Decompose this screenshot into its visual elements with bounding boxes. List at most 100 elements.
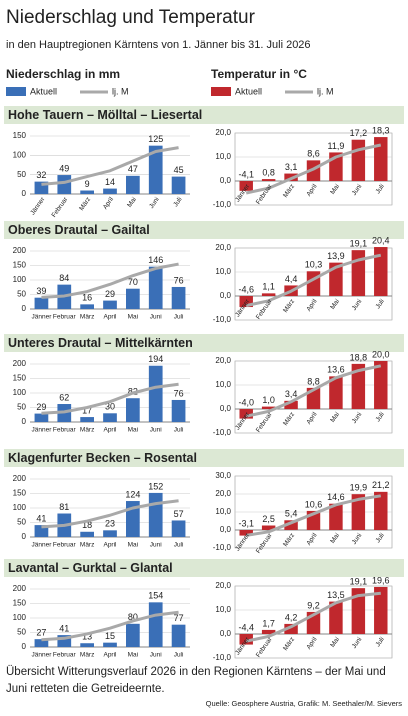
x-tick-label: Februar [53,427,77,434]
bar [171,399,186,422]
value-label: 13 [82,632,92,642]
value-label: -4,6 [238,284,254,294]
value-label: 18,8 [350,352,368,362]
y-tick-label: 50 [17,403,26,412]
y-tick-label: 200 [13,584,27,593]
bar [126,623,140,647]
bar [171,624,186,647]
region-title: Hohe Tauern – Mölltal – Liesertal [8,108,202,122]
x-tick-label: Juni [351,183,364,197]
mean-line [41,262,179,299]
y-tick-label: 200 [13,246,27,255]
y-tick-label: 100 [13,503,27,512]
value-label: 17 [82,405,92,415]
y-tick-label: 0 [22,532,27,541]
temp-heading: Temperatur in °C [211,67,307,81]
x-tick-label: April [305,532,319,547]
x-tick-label: März [80,542,94,549]
x-tick-label: März [78,196,92,212]
value-label: 57 [174,509,184,519]
value-label: 1,7 [262,618,275,628]
value-label: -4,0 [238,397,254,407]
bar [284,623,298,634]
value-label: 154 [148,591,163,601]
value-label: 125 [148,134,163,144]
mean-line [41,499,179,529]
value-label: 17,2 [350,128,368,138]
subtitle: in den Hauptregionen Kärntens von 1. Jän… [6,39,311,51]
x-tick-label: Mai [126,196,138,209]
value-label: 3,1 [285,162,298,172]
value-label: 4,2 [285,612,298,622]
bar [171,520,186,537]
x-tick-label: März [80,314,94,321]
value-label: 194 [148,354,163,364]
value-label: 84 [59,273,69,283]
mean-line [41,610,179,642]
x-tick-label: Jänner [31,542,52,549]
value-label: 16 [82,293,92,303]
y-tick-label: 0,0 [220,176,232,185]
bar [34,413,49,422]
bar [261,525,276,530]
bar [351,494,366,530]
bar [148,365,163,422]
y-tick-label: 50 [17,628,26,637]
x-tick-label: Februar [53,314,77,321]
x-tick-label: April [305,183,319,198]
bar [329,503,343,530]
bar [374,361,388,409]
bar [148,492,163,537]
x-tick-label: Juni [150,427,162,434]
y-tick-label: 150 [13,374,27,383]
x-tick-label: Juli [174,542,184,549]
bar [329,262,343,296]
x-tick-label: Februar [255,182,274,205]
y-tick-label: 150 [13,131,27,140]
x-tick-label: Mai [329,298,341,311]
bar [148,602,163,647]
value-label: 1,1 [262,282,275,292]
x-tick-label: März [282,636,296,652]
bar [80,531,94,537]
x-tick-label: Jänner [31,427,52,434]
y-tick-label: 0,0 [220,525,232,534]
region-title: Lavantal – Gurktal – Glantal [8,561,173,575]
value-label: 18,3 [372,125,390,135]
x-tick-label: Juli [374,298,385,310]
title: Niederschlag und Temperatur [6,7,256,28]
y-tick-label: 20,0 [215,581,231,590]
y-tick-label: 0 [22,642,27,651]
x-tick-label: Mai [128,314,138,321]
bar [239,634,253,645]
x-tick-label: Juli [374,411,385,423]
x-tick-label: Juli [174,427,184,434]
mean-line [245,253,382,308]
bar [126,288,140,309]
value-label: 32 [36,170,46,180]
value-label: 49 [59,163,69,173]
value-label: 62 [59,392,69,402]
bar [239,181,253,191]
value-label: 30 [105,402,115,412]
x-tick-label: Mai [128,427,138,434]
bar [103,413,117,422]
bar [57,175,72,194]
bar [148,266,163,309]
bar [148,145,163,194]
y-tick-label: 50 [17,170,26,179]
value-label: 47 [128,164,138,174]
value-label: 3,4 [285,389,298,399]
x-tick-label: März [282,298,296,314]
legend-swatch [211,87,231,96]
mean-line [245,143,382,195]
footer-line: Juni retteten die Getreideernte. [6,683,165,695]
value-label: 41 [59,623,69,633]
bar [57,635,72,647]
region-band [4,334,404,352]
region-title: Oberes Drautal – Gailtal [8,223,150,237]
y-tick-label: 150 [13,261,27,270]
x-tick-label: Jänner [31,314,52,321]
y-tick-label: 0,0 [220,404,232,413]
